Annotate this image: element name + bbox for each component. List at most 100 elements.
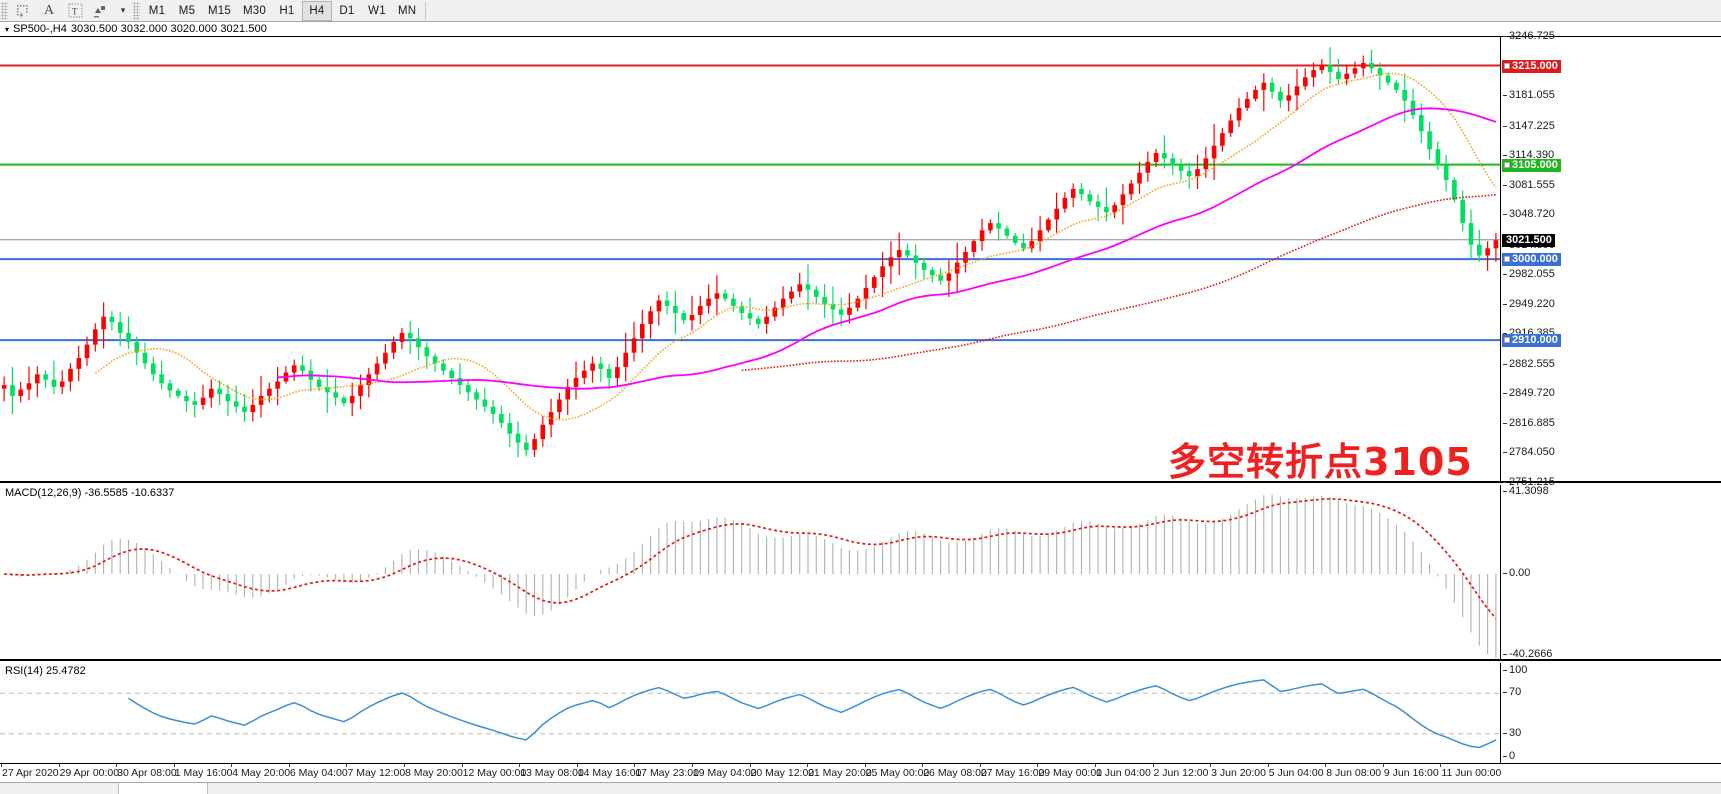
rsi-tick: 70 <box>1502 686 1522 699</box>
macd-scale: 41.3098 0.00 -40.2666 <box>1500 485 1721 660</box>
collapse-chevron-icon[interactable]: ▾ <box>5 24 10 34</box>
time-axis-label: 5 Jun 04:00 <box>1268 767 1324 779</box>
macd-pane: MACD(12,26,9) -36.5585 -10.6337 41.3098 0… <box>0 485 1721 661</box>
macd-tick: 0.00 <box>1502 567 1531 580</box>
time-axis-label: 8 Jun 08:00 <box>1326 767 1382 779</box>
time-axis-label: 1 Jun 04:00 <box>1095 767 1151 779</box>
toolbar-grip-2[interactable] <box>133 1 140 20</box>
price-tick: 3147.225 <box>1503 119 1555 132</box>
time-axis-tick <box>1325 764 1327 767</box>
rsi-indicator-label: RSI(14) 25.4782 <box>4 665 87 677</box>
dropdown-arrow-icon[interactable]: ▾ <box>120 5 126 15</box>
time-axis-tick <box>288 764 290 767</box>
level-handle[interactable] <box>1504 256 1510 263</box>
time-axis-label: 17 May 23:00 <box>635 767 699 779</box>
toolbar-grip[interactable] <box>1 1 8 20</box>
price-level-badge-pivot-3105[interactable]: 3105.000 <box>1502 158 1561 172</box>
macd-plot-area[interactable] <box>0 485 1500 659</box>
symbol-bar: ▾ SP500-,H4 3030.500 3032.000 3020.000 3… <box>0 22 1721 37</box>
price-tick: 2849.720 <box>1503 387 1555 400</box>
rsi-tick: 30 <box>1502 726 1522 739</box>
timeframe-group: M1 M5 M15 M30 H1 H4 D1 W1 MN <box>142 0 422 22</box>
status-bar-tab[interactable] <box>118 783 208 794</box>
time-axis-tick <box>1152 764 1154 767</box>
chart-annotation: 多空转折点3105 <box>1168 440 1473 484</box>
price-scale[interactable]: 3246.725 3181.055 3147.225 3114.390 3081.555… <box>1500 30 1721 488</box>
time-axis-tick <box>1037 764 1039 767</box>
time-axis-tick <box>346 764 348 767</box>
time-axis-tick <box>749 764 751 767</box>
level-handle[interactable] <box>1504 161 1510 168</box>
time-axis-tick <box>116 764 118 767</box>
price-tick: 3114.390 <box>1502 149 1555 162</box>
price-tick: 3048.720 <box>1503 208 1555 221</box>
time-axis-tick <box>519 764 521 767</box>
timeframe-m15[interactable]: M15 <box>208 4 231 17</box>
time-axis-label: 7 May 12:00 <box>347 767 406 779</box>
time-axis-label: 9 Jun 16:00 <box>1383 767 1439 779</box>
level-handle[interactable] <box>1504 337 1510 344</box>
timeframe-d1[interactable]: D1 <box>339 4 355 17</box>
time-axis-label: 20 May 12:00 <box>750 767 815 779</box>
timeframe-m5[interactable]: M5 <box>178 4 196 17</box>
time-axis-label: 1 May 16:00 <box>174 767 233 779</box>
time-axis-tick <box>979 764 981 767</box>
price-tick: 2882.555 <box>1503 357 1555 370</box>
price-plot-area[interactable] <box>0 37 1500 481</box>
time-axis: 27 Apr 2020 29 Apr 00:00 30 Apr 08:00 1 May… <box>0 764 1721 782</box>
time-axis-label: 19 May 04:00 <box>692 767 757 779</box>
time-axis-label: 29 Apr 00:00 <box>59 767 120 779</box>
time-axis-label: 27 Apr 2020 <box>2 767 59 779</box>
timeframe-w1[interactable]: W1 <box>368 4 386 17</box>
crosshair-icon[interactable]: F <box>10 1 36 21</box>
time-axis-tick <box>922 764 924 767</box>
time-axis-label: 29 May 00:00 <box>1038 767 1103 779</box>
price-tick: 3081.555 <box>1503 178 1555 191</box>
price-level-badge-last-price-3021[interactable]: 3021.500 <box>1502 233 1555 247</box>
level-handle[interactable] <box>1504 62 1510 69</box>
text-label-icon[interactable]: A <box>43 2 55 18</box>
text-box-icon[interactable]: T <box>62 1 88 21</box>
time-axis-tick <box>1267 764 1269 767</box>
timeframe-m30[interactable]: M30 <box>242 4 266 17</box>
price-level-badge-resistance-3215[interactable]: 3215.000 <box>1502 59 1561 73</box>
rsi-plot-area[interactable] <box>0 663 1500 763</box>
timeframe-h1[interactable]: H1 <box>279 4 295 17</box>
time-axis-tick <box>1 764 2 767</box>
time-axis-label: 25 May 00:00 <box>865 767 930 779</box>
price-pane: 3246.725 3181.055 3147.225 3114.390 3081.555… <box>0 30 1721 488</box>
price-tick: 3246.725 <box>1503 30 1555 42</box>
svg-text:T: T <box>72 7 78 17</box>
time-axis-tick <box>1382 764 1384 767</box>
ohlc-quote: 3030.500 3032.000 3020.000 3021.500 <box>70 23 268 35</box>
time-axis-tick <box>807 764 809 767</box>
shapes-icon[interactable] <box>88 1 114 21</box>
time-axis-label: 27 May 16:00 <box>980 767 1045 779</box>
price-tick: 3181.055 <box>1503 89 1555 102</box>
price-level-badge-support-3000[interactable]: 3000.000 <box>1502 253 1561 267</box>
toolbar: F A T ▾ M1 M5 M15 M30 H1 <box>0 0 1721 22</box>
timeframe-h4[interactable]: H4 <box>301 0 332 21</box>
time-axis-label: 6 May 04:00 <box>289 767 348 779</box>
macd-tick: 41.3098 <box>1503 485 1549 497</box>
time-axis-label: 8 May 20:00 <box>405 767 463 779</box>
macd-tick: -40.2666 <box>1502 648 1553 660</box>
price-tick: 2949.220 <box>1503 297 1555 310</box>
price-level-badge-support-2910[interactable]: 2910.000 <box>1502 334 1561 348</box>
time-axis-tick <box>634 764 636 767</box>
time-axis-tick <box>173 764 175 767</box>
time-axis-label: 26 May 08:00 <box>923 767 987 779</box>
timeframe-mn[interactable]: MN <box>397 4 417 17</box>
price-tick: 2982.055 <box>1503 268 1555 281</box>
symbol-label: SP500-,H4 <box>13 23 67 35</box>
timeframe-m1[interactable]: M1 <box>148 4 166 17</box>
time-axis-tick <box>231 764 233 767</box>
time-axis-label: 30 Apr 08:00 <box>117 767 177 779</box>
time-axis-tick <box>58 764 60 767</box>
price-tick: 2816.885 <box>1503 416 1555 429</box>
svg-text:F: F <box>21 13 24 18</box>
time-axis-tick <box>461 764 463 767</box>
time-axis-tick <box>1210 764 1212 767</box>
time-axis-tick <box>691 764 693 767</box>
time-axis-label: 4 May 20:00 <box>232 767 291 779</box>
